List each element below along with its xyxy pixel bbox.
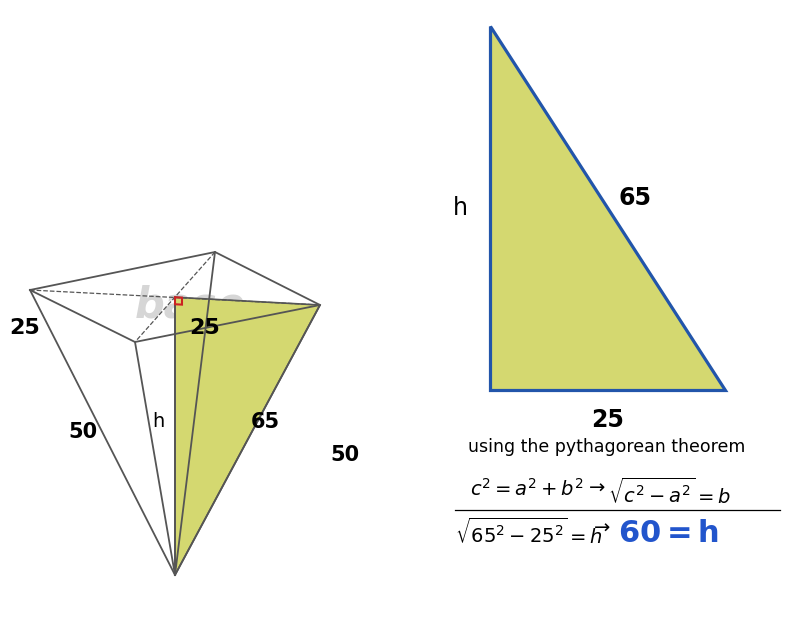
Text: $\sqrt{65^{2}-25^{2}}=h$: $\sqrt{65^{2}-25^{2}}=h$ bbox=[455, 518, 602, 548]
Text: $\rightarrow$: $\rightarrow$ bbox=[590, 518, 611, 536]
Text: 50: 50 bbox=[68, 422, 97, 443]
Text: $\mathbf{60=h}$: $\mathbf{60=h}$ bbox=[618, 518, 719, 549]
Text: 25: 25 bbox=[190, 318, 220, 338]
Text: 65: 65 bbox=[251, 412, 280, 432]
Text: h: h bbox=[152, 411, 164, 431]
Polygon shape bbox=[175, 297, 320, 575]
Text: 50: 50 bbox=[330, 445, 359, 465]
Text: $c^{2}=a^{2}+b^{2}$: $c^{2}=a^{2}+b^{2}$ bbox=[470, 478, 584, 500]
Text: $\rightarrow$: $\rightarrow$ bbox=[585, 478, 606, 496]
Text: base: base bbox=[134, 284, 246, 326]
Text: 65: 65 bbox=[619, 186, 652, 210]
Text: 25: 25 bbox=[591, 408, 624, 432]
Text: h: h bbox=[453, 196, 467, 220]
Polygon shape bbox=[490, 26, 725, 390]
Text: $\sqrt{c^{2}-a^{2}}=b$: $\sqrt{c^{2}-a^{2}}=b$ bbox=[608, 478, 730, 508]
Text: using the pythagorean theorem: using the pythagorean theorem bbox=[468, 438, 746, 456]
Text: 25: 25 bbox=[10, 318, 40, 338]
